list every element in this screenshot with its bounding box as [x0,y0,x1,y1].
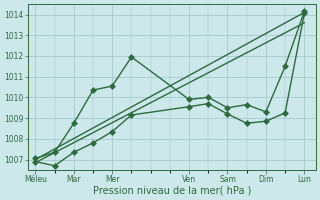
X-axis label: Pression niveau de la mer( hPa ): Pression niveau de la mer( hPa ) [92,186,251,196]
